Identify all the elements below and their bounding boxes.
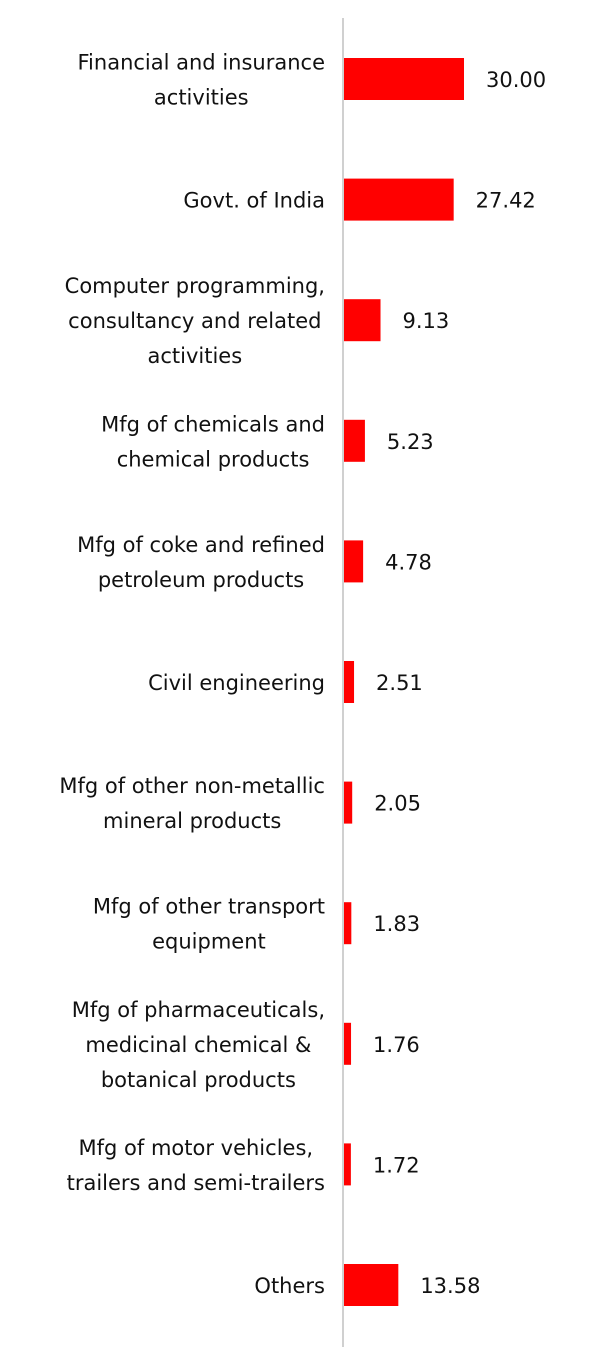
category-label: Govt. of India — [183, 189, 325, 213]
category-label: Mfg of motor vehicles, trailers and semi-… — [67, 1136, 325, 1195]
category-label-line: Mfg of coke and refined — [77, 533, 325, 557]
category-label: Mfg of other transport equipment — [93, 895, 325, 954]
category-label-line: Computer programming, — [65, 274, 325, 298]
category-label-line: Mfg of chemicals and — [101, 412, 325, 436]
category-label-line: chemical products — [117, 447, 310, 471]
bar — [344, 1264, 399, 1306]
category-label: Civil engineering — [148, 671, 325, 695]
category-label-line: mineral products — [103, 809, 281, 833]
category-label: Mfg of chemicals and chemical products — [101, 412, 325, 471]
category-label-line: consultancy and related — [68, 309, 321, 333]
bar — [344, 540, 364, 583]
category-label-line: activities — [154, 86, 249, 110]
value-label: 2.05 — [374, 792, 421, 816]
value-label: 4.78 — [385, 550, 432, 574]
category-label-line: activities — [147, 344, 242, 368]
value-label: 1.76 — [373, 1033, 420, 1057]
category-label: Others — [254, 1274, 325, 1298]
category-label-line: Mfg of other transport — [93, 895, 325, 919]
category-label-line: medicinal chemical & — [85, 1033, 311, 1057]
category-label-line: trailers and semi-trailers — [67, 1171, 325, 1195]
category-label-line: botanical products — [101, 1068, 296, 1092]
bars-group — [344, 58, 464, 1306]
value-label: 30.00 — [486, 68, 546, 92]
category-label-line: Mfg of other non-metallic — [59, 774, 325, 798]
bar — [344, 781, 353, 824]
value-label: 1.72 — [373, 1153, 420, 1177]
category-label-line: Mfg of pharmaceuticals, — [72, 998, 325, 1022]
value-label: 5.23 — [387, 430, 434, 454]
category-label: Mfg of other non-metallic mineral product… — [59, 774, 325, 833]
bar — [344, 299, 381, 342]
category-label-line: Mfg of motor vehicles, — [79, 1136, 314, 1160]
bar — [344, 419, 365, 462]
category-label: Mfg of coke and refined petroleum product… — [77, 533, 325, 592]
value-label: 27.42 — [476, 189, 536, 213]
category-label-line: equipment — [152, 930, 266, 954]
category-labels-group: Financial and insurance activities Govt. o… — [59, 51, 325, 1299]
category-label-line: petroleum products — [98, 568, 304, 592]
category-label-line: Others — [254, 1274, 325, 1298]
value-label: 1.83 — [373, 912, 420, 936]
value-label: 2.51 — [376, 671, 423, 695]
bar — [344, 178, 454, 221]
bar — [344, 1022, 352, 1065]
bar — [344, 661, 355, 703]
category-label: Financial and insurance activities — [78, 51, 326, 110]
value-labels-group: 30.00 27.42 9.13 5.23 4.78 2.51 2.05 1.83 1.76 1.… — [373, 68, 546, 1298]
category-label-line: Govt. of India — [183, 189, 325, 213]
category-label-line: Civil engineering — [148, 671, 325, 695]
bar — [344, 902, 352, 945]
value-label: 13.58 — [420, 1274, 480, 1298]
bar — [344, 58, 464, 100]
bar — [344, 1143, 351, 1186]
category-label: Mfg of pharmaceuticals, medicinal chemica… — [72, 998, 325, 1092]
category-label: Computer programming, consultancy and rel… — [65, 274, 325, 368]
value-label: 9.13 — [403, 309, 450, 333]
category-label-line: Financial and insurance — [78, 51, 326, 75]
